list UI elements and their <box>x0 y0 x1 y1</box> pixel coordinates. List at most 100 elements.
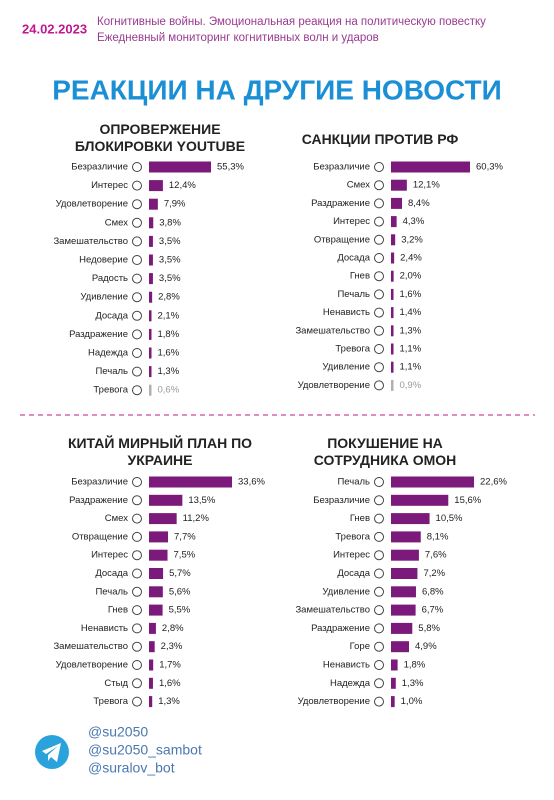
bar <box>391 696 395 708</box>
category-label: Раздражение <box>69 495 128 506</box>
value-label: 1,4% <box>400 307 422 318</box>
category-label: Гнев <box>350 513 370 524</box>
subtitle: Ежедневный мониторинг когнитивных волн и… <box>97 32 379 44</box>
emotion-icon <box>374 271 384 282</box>
emotion-icon <box>132 255 142 265</box>
emotion-icon <box>132 696 142 707</box>
value-label: 5,7% <box>169 568 191 579</box>
value-label: 0,9% <box>400 380 422 391</box>
category-label: Печаль <box>337 477 370 488</box>
emotion-icon <box>132 495 142 506</box>
value-label: 4,3% <box>403 216 425 227</box>
bar <box>149 366 152 378</box>
emotion-icon <box>374 513 384 524</box>
bar <box>391 288 394 300</box>
bar <box>149 696 153 708</box>
bar <box>391 361 394 373</box>
bar <box>391 659 398 671</box>
bar <box>391 622 413 634</box>
bar <box>149 604 163 616</box>
bar <box>391 513 430 525</box>
footer-link: @su2050_sambot <box>88 742 202 758</box>
value-label: 1,6% <box>400 289 422 300</box>
emotion-icon <box>374 344 384 354</box>
category-label: Гнев <box>108 605 128 616</box>
bar <box>149 549 168 561</box>
category-label: Недоверие <box>79 255 128 266</box>
bar <box>391 270 394 282</box>
category-label: Ненависть <box>323 307 370 318</box>
value-label: 7,9% <box>164 199 186 210</box>
emotion-icon <box>132 199 142 210</box>
category-label: Безразличие <box>71 162 128 173</box>
bar <box>149 217 154 229</box>
emotion-icon <box>374 380 384 391</box>
category-label: Интерес <box>91 180 128 191</box>
bar <box>149 531 169 543</box>
value-label: 2,3% <box>161 641 183 652</box>
category-label: Безразличие <box>71 477 128 488</box>
value-label: 1,8% <box>404 660 426 671</box>
category-label: Удивление <box>322 586 370 597</box>
category-label: Радость <box>92 273 128 284</box>
emotion-icon <box>132 217 142 228</box>
category-label: Тревога <box>93 696 128 707</box>
category-label: Печаль <box>95 586 128 597</box>
emotion-icon <box>374 623 384 634</box>
value-label: 22,6% <box>480 477 507 488</box>
category-label: Смех <box>105 513 128 524</box>
value-label: 6,8% <box>422 586 444 597</box>
value-label: 8,1% <box>427 531 449 542</box>
category-label: Раздражение <box>69 329 128 340</box>
bar <box>149 568 164 579</box>
value-label: 2,8% <box>162 623 184 634</box>
emotion-icon <box>374 678 384 689</box>
category-label: Стыд <box>104 678 128 689</box>
chart-title: ПОКУШЕНИЕ НА СОТРУДНИКА ОМОН <box>313 435 457 468</box>
bar <box>149 161 211 173</box>
category-label: Смех <box>347 180 370 191</box>
category-label: Досада <box>95 310 128 321</box>
bar <box>149 328 152 340</box>
emotion-icon <box>132 180 142 191</box>
value-label: 3,5% <box>159 273 181 284</box>
value-label: 5,6% <box>169 586 191 597</box>
category-label: Ненависть <box>81 623 128 634</box>
value-label: 1,7% <box>159 660 181 671</box>
value-label: 1,3% <box>158 366 180 377</box>
emotion-icon <box>374 234 384 245</box>
emotion-icon <box>374 180 384 191</box>
category-label: Досада <box>337 253 370 264</box>
emotion-icon <box>374 531 384 542</box>
bar <box>391 476 474 488</box>
bar <box>149 677 153 689</box>
date: 24.02.2023 <box>22 21 87 36</box>
bar <box>391 531 421 543</box>
bar <box>391 234 396 246</box>
value-label: 5,8% <box>418 623 440 634</box>
emotion-icon <box>374 586 384 597</box>
bar <box>149 384 152 396</box>
emotion-icon <box>132 550 142 561</box>
value-label: 15,6% <box>454 495 481 506</box>
category-label: Отвращение <box>72 531 128 542</box>
emotion-icon <box>132 531 142 542</box>
emotion-icon <box>132 660 142 670</box>
category-label: Интерес <box>91 550 128 561</box>
bar <box>391 216 397 228</box>
emotion-icon <box>132 292 142 303</box>
bar <box>149 622 156 634</box>
bar <box>391 677 396 689</box>
value-label: 1,0% <box>401 696 423 707</box>
value-label: 10,5% <box>436 513 463 524</box>
value-label: 7,7% <box>174 531 196 542</box>
emotion-icon <box>132 623 142 634</box>
category-label: Надежда <box>330 678 371 689</box>
bar <box>149 494 183 506</box>
emotion-icon <box>374 362 384 373</box>
category-label: Интерес <box>333 550 370 561</box>
bar <box>391 307 394 319</box>
value-label: 33,6% <box>238 477 265 488</box>
value-label: 1,8% <box>158 329 180 340</box>
